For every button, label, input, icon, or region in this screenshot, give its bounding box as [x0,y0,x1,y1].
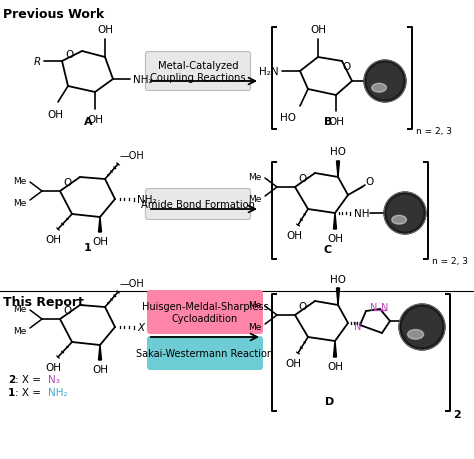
Text: C: C [324,245,332,254]
Text: O: O [64,305,72,315]
Text: Me: Me [14,176,27,185]
Text: Me: Me [14,198,27,207]
Text: N: N [354,321,362,331]
Text: Metal-Catalyzed
Coupling Reactions: Metal-Catalyzed Coupling Reactions [150,61,246,83]
Polygon shape [337,162,339,178]
Text: N₃: N₃ [48,374,60,384]
Text: Sakai-Westermann Reaction: Sakai-Westermann Reaction [137,348,273,358]
Text: OH: OH [285,358,301,368]
Text: Amide Bond Formation: Amide Bond Formation [141,200,255,210]
FancyBboxPatch shape [146,189,250,220]
Text: OH: OH [310,25,326,35]
Text: O: O [366,177,374,187]
Text: Me: Me [249,194,262,203]
Text: —OH: —OH [120,279,145,288]
Text: Me: Me [14,326,27,335]
Polygon shape [334,213,337,230]
Text: Me: Me [249,300,262,309]
Text: HO: HO [280,113,296,123]
Text: D: D [325,396,335,406]
Text: NH₂: NH₂ [48,387,68,397]
Circle shape [364,61,406,103]
Ellipse shape [392,216,407,224]
Text: Me: Me [249,172,262,181]
Text: Me: Me [249,322,262,331]
Circle shape [387,196,423,231]
Ellipse shape [372,84,386,93]
Text: O: O [299,302,307,311]
Text: O: O [299,174,307,184]
Text: A: A [84,117,92,127]
Text: OH: OH [47,110,63,120]
Text: X: X [137,322,144,332]
Text: Previous Work: Previous Work [3,8,104,21]
Text: HO: HO [330,147,346,157]
Text: B: B [324,117,332,127]
Ellipse shape [408,330,424,340]
Text: NH₂: NH₂ [133,75,153,85]
Text: NH: NH [354,208,370,218]
Polygon shape [337,288,339,305]
Text: O: O [343,62,351,72]
Text: This Report: This Report [3,295,84,308]
Text: : X =: : X = [15,387,44,397]
Text: N: N [370,302,378,312]
Text: OH: OH [327,361,343,371]
Text: 1: 1 [8,387,15,397]
Text: 2: 2 [453,409,461,419]
Text: OH: OH [45,362,61,372]
Text: Huisgen-Meldal-Sharpless
Cycloaddition: Huisgen-Meldal-Sharpless Cycloaddition [142,302,268,323]
Circle shape [384,193,426,235]
Text: OH: OH [92,364,108,374]
Text: OH: OH [327,234,343,243]
Text: N: N [381,302,389,312]
Text: OH: OH [87,115,103,125]
FancyBboxPatch shape [147,336,263,370]
Circle shape [367,64,403,100]
Text: O: O [64,178,72,188]
Text: OH: OH [45,235,61,245]
Text: n = 2, 3: n = 2, 3 [416,127,452,136]
FancyBboxPatch shape [147,291,263,334]
Text: n = 2, 3: n = 2, 3 [432,257,468,265]
Circle shape [402,308,442,347]
Text: 1: 1 [84,242,92,252]
Text: OH: OH [286,230,302,241]
Text: R: R [34,57,41,67]
Text: OH: OH [92,236,108,246]
Text: HO: HO [330,274,346,285]
Text: OH: OH [97,25,113,35]
Polygon shape [99,218,101,233]
Text: NH₂: NH₂ [137,195,156,205]
Text: : X =: : X = [15,374,44,384]
Text: O: O [66,50,74,60]
Text: —OH: —OH [120,151,145,161]
Text: Me: Me [14,304,27,313]
Text: 2: 2 [8,374,15,384]
Text: H₂N: H₂N [259,67,279,77]
Polygon shape [334,341,337,357]
FancyBboxPatch shape [146,52,250,91]
Text: OH: OH [328,117,344,127]
Polygon shape [99,345,101,360]
Circle shape [399,304,445,350]
